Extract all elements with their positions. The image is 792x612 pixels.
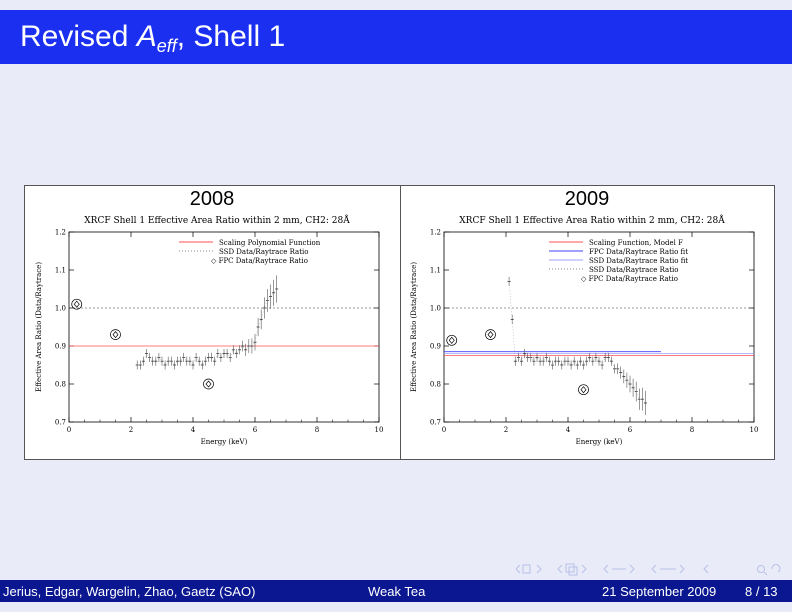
footer-talk-title: Weak Tea [368, 584, 426, 599]
nav-next-frame-icon[interactable] [536, 564, 542, 574]
nav-search-handle [763, 571, 768, 576]
footer-authors: Jerius, Edgar, Wargelin, Zhao, Gaetz (SA… [3, 584, 256, 599]
y-tick-label: 0.8 [55, 381, 66, 389]
nav-prev-subsection-icon[interactable] [557, 564, 563, 574]
y-tick-label: 1.0 [55, 305, 66, 313]
y-tick-label: 0.8 [430, 381, 441, 389]
fpc-diamond-point [448, 336, 455, 344]
x-tick-label: 2 [129, 426, 133, 434]
slide-footer: Jerius, Edgar, Wargelin, Zhao, Gaetz (SA… [0, 580, 792, 602]
y-tick-label: 1.1 [55, 267, 66, 275]
plot-area: 0 2 4 6 8 10 0.7 0.8 0.9 1.0 1.1 1.2 Energy (keV) Eff… [410, 229, 758, 447]
y-axis-label: Effective Area Ratio (Data/Raytrace) [35, 262, 43, 392]
footer-page-number: 8 / 13 [745, 584, 778, 599]
title-symbol: A [136, 20, 157, 53]
y-tick-label: 0.9 [430, 343, 441, 351]
x-tick-label: 10 [375, 426, 384, 434]
x-tick-label: 8 [690, 426, 694, 434]
slide-title-bar: Revised Aeff, Shell 1 [0, 10, 792, 64]
x-axis-label: Energy (keV) [201, 438, 248, 446]
y-tick-label: 0.7 [55, 419, 66, 427]
chart-2008: XRCF Shell 1 Effective Area Ratio within… [35, 214, 383, 447]
x-tick-label: 0 [442, 426, 446, 434]
legend-label-model-f: Scaling Function, Model F [589, 239, 683, 247]
nav-subsection-icon[interactable] [565, 563, 575, 573]
chart-title: XRCF Shell 1 Effective Area Ratio within… [459, 214, 725, 226]
fpc-circle-marker [110, 329, 121, 340]
y-tick-label: 1.2 [430, 229, 441, 237]
x-tick-label: 6 [253, 426, 258, 434]
x-tick-label: 4 [191, 426, 196, 434]
title-subscript: eff [156, 36, 177, 56]
y-tick-label: 0.9 [55, 343, 66, 351]
fpc-circle-marker [203, 378, 214, 390]
title-prefix: Revised [20, 20, 137, 53]
legend-label-scaling: Scaling Polynomial Function [219, 239, 321, 247]
fpc-diamond-point [487, 331, 494, 339]
fpc-circle-marker [578, 384, 589, 396]
fpc-diamond-point [112, 331, 119, 339]
legend-label-fpc-fit: FPC Data/Raytrace Ratio fit [589, 248, 688, 256]
chart-title: XRCF Shell 1 Effective Area Ratio within… [84, 214, 350, 226]
x-tick-label: 10 [750, 426, 759, 434]
nav-search-icon[interactable] [757, 565, 765, 573]
x-axis-label: Energy (keV) [576, 438, 623, 446]
y-tick-label: 1.1 [430, 267, 441, 275]
chart-legend: Scaling Function, Model F FPC Data/Raytr… [549, 239, 688, 283]
slide-title: Revised Aeff, Shell 1 [20, 22, 285, 61]
nav-next-slide-icon[interactable] [679, 564, 685, 574]
fpc-diamond-point [73, 300, 80, 308]
fpc-diamond-point [205, 380, 212, 388]
x-tick-label: 2 [504, 426, 508, 434]
nav-next-subsection-icon[interactable] [581, 564, 587, 574]
nav-subsection-icon-back [568, 566, 578, 576]
panel-year-2008: 2008 [189, 188, 235, 210]
nav-next-section-icon[interactable] [629, 564, 635, 574]
ssd-connector [137, 288, 277, 366]
panel-year-2009: 2009 [564, 188, 610, 210]
y-tick-label: 1.2 [55, 229, 66, 237]
figure-panels: 2008 2009 XRCF Shell 1 Effective Area Ra… [24, 185, 775, 460]
legend-label-fpc: ◇ FPC Data/Raytrace Ratio [211, 257, 308, 265]
footer-date: 21 September 2009 [602, 584, 717, 599]
x-tick-label: 6 [628, 426, 633, 434]
beamer-navigation [516, 563, 781, 576]
nav-prev-slide-icon[interactable] [651, 564, 657, 574]
chart-legend: Scaling Polynomial Function SSD Data/Ray… [179, 239, 321, 265]
y-axis-label: Effective Area Ratio (Data/Raytrace) [410, 262, 418, 392]
fpc-diamond-point [580, 386, 587, 394]
nav-frame-icon[interactable] [522, 564, 531, 574]
plot-area: 0 2 4 6 8 10 0.7 0.8 0.9 1.0 1.1 1.2 Energy (keV) Eff… [35, 229, 383, 447]
legend-label-fpc: ◇ FPC Data/Raytrace Ratio [581, 275, 678, 283]
nav-back-icon[interactable] [703, 564, 709, 574]
y-tick-label: 1.0 [430, 305, 441, 313]
chart-2009: XRCF Shell 1 Effective Area Ratio within… [410, 214, 758, 447]
x-tick-label: 0 [67, 426, 71, 434]
title-suffix: , Shell 1 [176, 20, 286, 53]
ssd-connector [508, 281, 646, 404]
legend-label-ssd-fit: SSD Data/Raytrace Ratio fit [589, 257, 688, 265]
fpc-circle-marker [446, 334, 458, 346]
nav-prev-section-icon[interactable] [603, 564, 609, 574]
fpc-circle-marker [71, 298, 83, 310]
x-tick-label: 8 [315, 426, 319, 434]
y-tick-label: 0.7 [430, 419, 441, 427]
fpc-circle-marker [485, 329, 496, 340]
legend-label-ssd: SSD Data/Raytrace Ratio [589, 266, 679, 274]
x-tick-label: 4 [566, 426, 571, 434]
panel-divider [400, 186, 401, 459]
nav-prev-frame-icon[interactable] [516, 564, 521, 574]
nav-refresh-icon[interactable] [771, 564, 781, 573]
legend-label-ssd: SSD Data/Raytrace Ratio [219, 248, 309, 256]
